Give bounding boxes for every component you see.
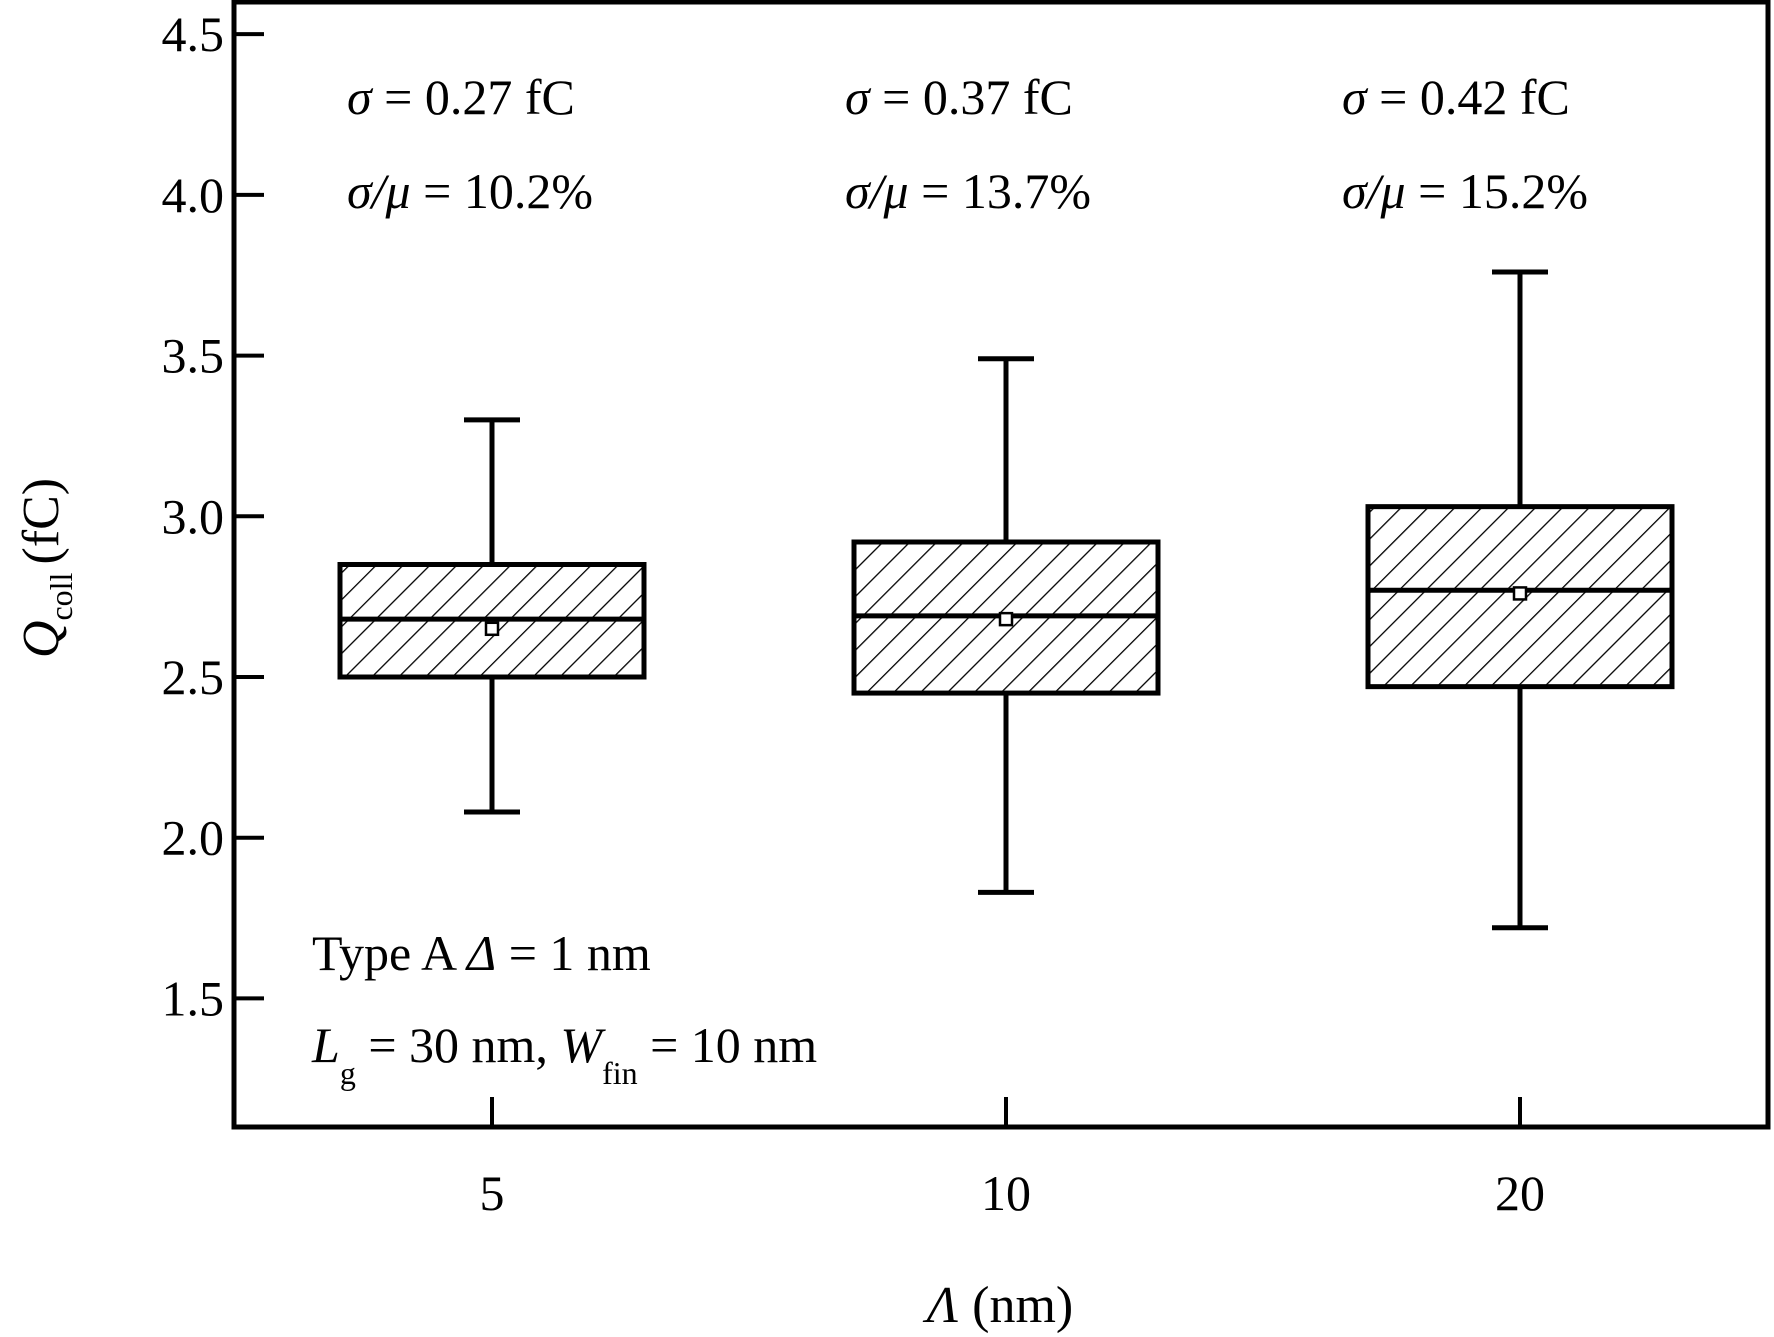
x-tick-label: 5: [480, 1165, 505, 1221]
box-20: [1365, 269, 1675, 931]
x-axis-unit: (nm): [972, 1277, 1073, 1334]
box-5: [337, 417, 647, 815]
sigma-symbol: σ: [845, 69, 872, 125]
y-axis-title: Qcoll (fC): [13, 478, 79, 658]
ratio-symbol: σ/μ: [1342, 163, 1406, 219]
svg-text:σ = 0.27 fC: σ = 0.27 fC: [347, 69, 575, 125]
y-axis-symbol: Q: [13, 621, 70, 659]
svg-text:Lg = 30 nm, Wfin = 10 nm: Lg = 30 nm, Wfin = 10 nm: [311, 1017, 817, 1091]
conditions-note: Type A Δ = 1 nm Lg = 30 nm, Wfin = 10 nm: [311, 925, 817, 1091]
ratio-value: = 10.2%: [411, 163, 593, 219]
note-delta-symbol: Δ: [465, 925, 496, 981]
x-tick-label: 10: [981, 1165, 1031, 1221]
ratio-symbol: σ/μ: [347, 163, 411, 219]
mean-marker: [484, 621, 500, 637]
note-lg-symbol: L: [311, 1017, 340, 1073]
sigma-value: = 0.27 fC: [372, 69, 575, 125]
y-tick-label: 1.5: [162, 970, 225, 1026]
ratio-value: = 15.2%: [1406, 163, 1588, 219]
ratio-symbol: σ/μ: [845, 163, 909, 219]
x-axis: 5 10 20: [480, 1097, 1545, 1221]
boxes-layer: [337, 269, 1675, 931]
note-wfin-value: = 10 nm: [638, 1017, 818, 1073]
note-type: Type A: [312, 925, 467, 981]
y-tick-label: 4.0: [162, 167, 225, 223]
svg-text:σ/μ = 15.2%: σ/μ = 15.2%: [1342, 163, 1588, 219]
y-tick-label: 4.5: [162, 6, 225, 62]
sigma-symbol: σ: [347, 69, 374, 125]
note-wfin-subscript: fin: [602, 1055, 638, 1091]
x-axis-symbol: Λ: [922, 1277, 959, 1334]
ratio-value: = 13.7%: [909, 163, 1091, 219]
plot-frame: [231, 0, 1771, 1130]
y-axis-unit: (fC): [13, 478, 70, 565]
note-lg-value: = 30 nm,: [356, 1017, 561, 1073]
sigma-value: = 0.37 fC: [870, 69, 1073, 125]
stats-annotation-20: σ = 0.42 fC σ/μ = 15.2%: [1342, 69, 1588, 219]
sigma-value: = 0.42 fC: [1367, 69, 1570, 125]
y-tick-label: 3.5: [162, 328, 225, 384]
note-lg-subscript: g: [340, 1055, 356, 1091]
stats-annotation-10: σ = 0.37 fC σ/μ = 13.7%: [845, 69, 1091, 219]
stats-annotation-5: σ = 0.27 fC σ/μ = 10.2%: [347, 69, 593, 219]
x-tick-label: 20: [1495, 1165, 1545, 1221]
x-axis-title: Λ (nm): [922, 1277, 1074, 1334]
svg-text:σ = 0.42 fC: σ = 0.42 fC: [1342, 69, 1570, 125]
svg-text:σ = 0.37 fC: σ = 0.37 fC: [845, 69, 1073, 125]
svg-text:Type A Δ = 1 nm: Type A Δ = 1 nm: [312, 925, 651, 981]
y-tick-label: 2.5: [162, 649, 225, 705]
mean-marker: [1512, 586, 1528, 601]
box-10: [851, 356, 1161, 895]
y-tick-label: 2.0: [162, 810, 225, 866]
sigma-symbol: σ: [1342, 69, 1369, 125]
mean-marker: [998, 611, 1014, 627]
y-axis-subscript: coll: [43, 572, 79, 620]
y-axis: 1.5 2.0 2.5 3.0 3.5 4.0 4.5: [162, 6, 264, 1026]
svg-text:σ/μ = 13.7%: σ/μ = 13.7%: [845, 163, 1091, 219]
svg-text:σ/μ = 10.2%: σ/μ = 10.2%: [347, 163, 593, 219]
y-tick-label: 3.0: [162, 488, 225, 544]
note-delta-value: = 1 nm: [496, 925, 651, 981]
note-wfin-symbol: W: [560, 1017, 606, 1073]
